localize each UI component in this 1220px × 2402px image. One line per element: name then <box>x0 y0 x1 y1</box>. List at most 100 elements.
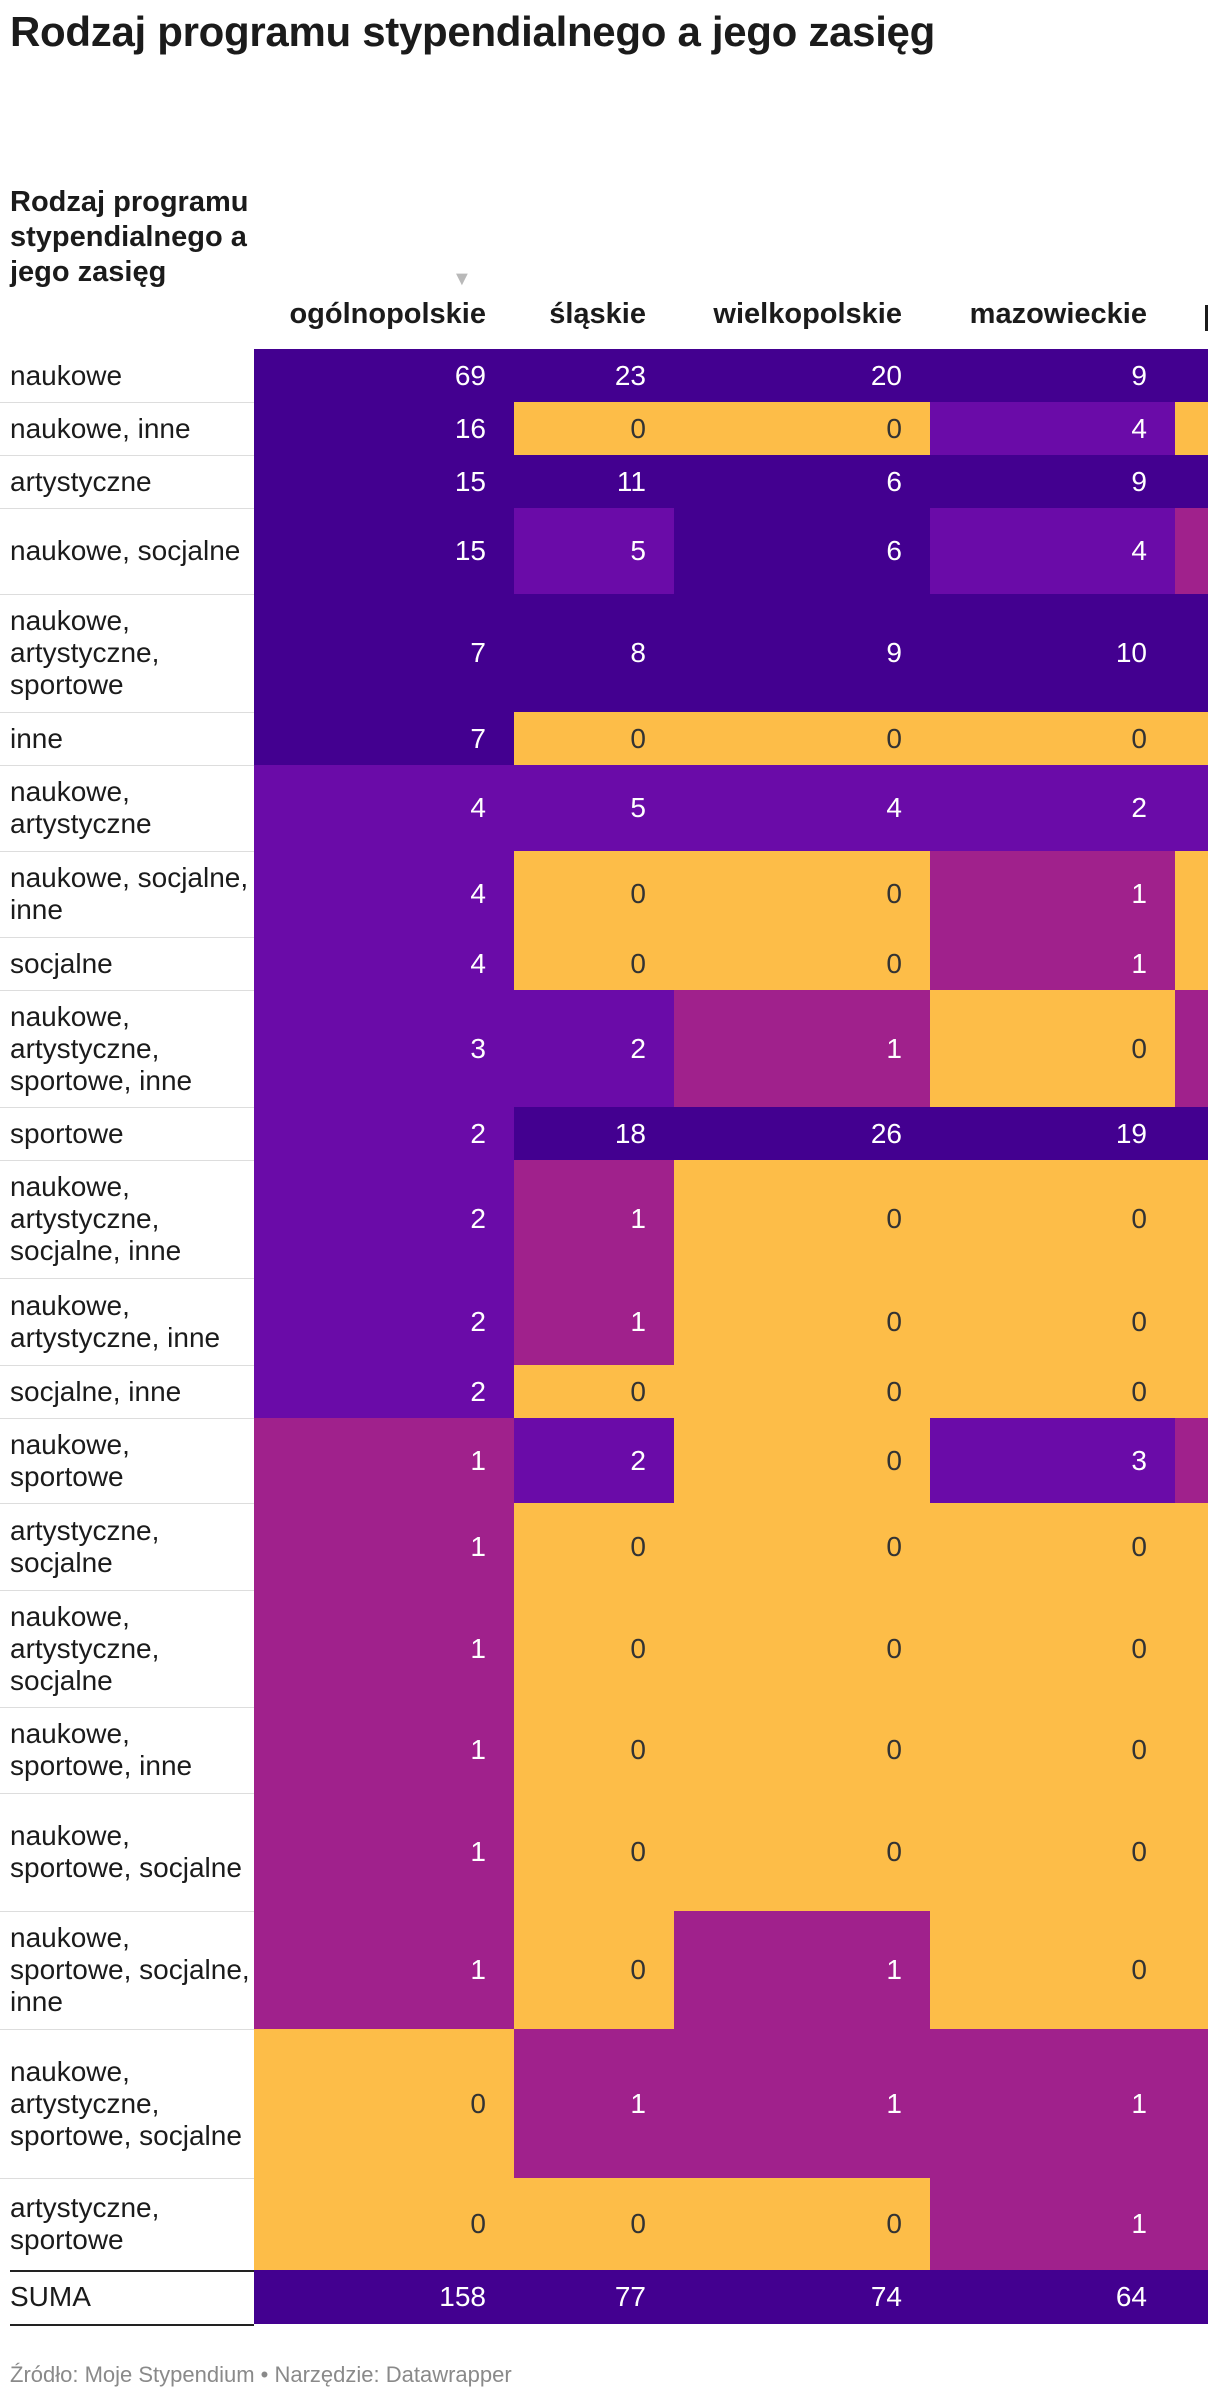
row-label: naukowe, socjalne, inne <box>10 862 249 925</box>
heatmap-cell: 0 <box>930 1365 1175 1418</box>
heatmap-cell: 69 <box>254 349 514 402</box>
row-label: naukowe, inne <box>10 412 191 444</box>
heatmap-cell: 0 <box>930 1793 1175 1911</box>
heatmap-cell: 2 <box>930 765 1175 851</box>
row-separator <box>0 1793 254 1794</box>
heatmap-cell <box>1175 402 1208 455</box>
heatmap-cell: 2 <box>514 990 674 1107</box>
column-header[interactable]: wielkopolskie <box>713 298 902 330</box>
heatmap-cell: 1 <box>254 1418 514 1503</box>
heatmap-cell <box>1175 990 1208 1107</box>
row-separator <box>0 508 254 509</box>
row-separator <box>0 712 254 713</box>
heatmap-cell: 1 <box>674 990 930 1107</box>
heatmap-cell: 0 <box>930 1278 1175 1365</box>
row-separator <box>0 1911 254 1912</box>
heatmap-cell: 1 <box>254 1911 514 2029</box>
heatmap-cell <box>1175 1418 1208 1503</box>
row-label: inne <box>10 722 63 754</box>
heatmap-cell <box>1175 1503 1208 1590</box>
heatmap-cell: 0 <box>930 712 1175 765</box>
row-label: naukowe, artystyczne, socjalne, inne <box>10 1171 182 1266</box>
heatmap-cell: 5 <box>514 508 674 594</box>
heatmap-cell <box>1175 1365 1208 1418</box>
row-label: naukowe, sportowe, socjalne, inne <box>10 1922 250 2017</box>
heatmap-cell <box>1175 594 1208 712</box>
column-header[interactable]: ogólnopolskie <box>289 298 486 330</box>
row-separator <box>0 1365 254 1366</box>
row-label: naukowe, socjalne <box>10 535 241 566</box>
heatmap-cell: 1 <box>674 1911 930 2029</box>
row-separator <box>0 2029 254 2030</box>
row-label: naukowe, sportowe <box>10 1428 130 1492</box>
row-separator <box>0 937 254 938</box>
heatmap-cell: 1 <box>514 1160 674 1278</box>
heatmap-cell: 7 <box>254 594 514 712</box>
heatmap-cell <box>1175 1793 1208 1911</box>
heatmap-cell: 1 <box>254 1793 514 1911</box>
heatmap-cell: 0 <box>254 2178 514 2270</box>
heatmap-cell: 1 <box>514 1278 674 1365</box>
heatmap-cell: 0 <box>514 937 674 990</box>
row-label: naukowe, artystyczne, socjalne <box>10 1600 160 1696</box>
sort-desc-icon[interactable]: ▼ <box>452 268 472 290</box>
heatmap-cell: 1 <box>254 1590 514 1707</box>
heatmap-cell: 2 <box>254 1160 514 1278</box>
row-label: naukowe, artystyczne, inne <box>10 1289 221 1353</box>
heatmap-cell: 0 <box>514 851 674 937</box>
heatmap-cell: 6 <box>674 455 930 508</box>
row-label: socjalne <box>10 947 113 979</box>
row-separator <box>0 1418 254 1419</box>
row-separator <box>0 594 254 595</box>
heatmap-cell: 0 <box>930 990 1175 1107</box>
heatmap-cell: 1 <box>930 937 1175 990</box>
truncated-column-header <box>1205 305 1208 331</box>
row-separator <box>0 1590 254 1591</box>
heatmap-cell: 6 <box>674 508 930 594</box>
heatmap-cell: 1 <box>674 2029 930 2178</box>
source-footer: Źródło: Moje Stypendium • Narzędzie: Dat… <box>10 2362 512 2387</box>
heatmap-cell <box>1175 1911 1208 2029</box>
row-label: sportowe <box>10 1117 124 1149</box>
heatmap-cell: 4 <box>254 851 514 937</box>
heatmap-cell: 0 <box>254 2029 514 2178</box>
heatmap-cell: 1 <box>930 851 1175 937</box>
column-header[interactable]: mazowieckie <box>969 298 1147 330</box>
heatmap-cell <box>1175 508 1208 594</box>
total-cell: 77 <box>514 2270 674 2324</box>
heatmap-cell: 0 <box>674 712 930 765</box>
heatmap-cell: 0 <box>930 1160 1175 1278</box>
chart-title: Rodzaj programu stypendialnego a jego za… <box>10 8 935 55</box>
heatmap-cell: 1 <box>514 2029 674 2178</box>
heatmap-cell: 0 <box>674 937 930 990</box>
heatmap-cell <box>1175 349 1208 402</box>
heatmap-cell: 0 <box>930 1707 1175 1793</box>
row-separator <box>0 1107 254 1108</box>
heatmap-cell: 15 <box>254 508 514 594</box>
heatmap-cell <box>1175 765 1208 851</box>
heatmap-cell: 0 <box>514 1707 674 1793</box>
row-separator <box>0 990 254 991</box>
row-separator <box>0 765 254 766</box>
heatmap-cell <box>1175 2178 1208 2270</box>
total-cell: 64 <box>930 2270 1175 2324</box>
heatmap-cell <box>1175 1590 1208 1707</box>
total-cell <box>1175 2270 1208 2324</box>
total-cell: 74 <box>674 2270 930 2324</box>
heatmap-cell <box>1175 2029 1208 2178</box>
total-label: SUMA <box>10 2281 91 2312</box>
heatmap-cell: 4 <box>254 937 514 990</box>
row-header[interactable]: Rodzaj programu stypendialnego a jego za… <box>10 186 249 288</box>
heatmap-cell <box>1175 851 1208 937</box>
column-header[interactable]: śląskie <box>549 298 646 330</box>
heatmap-cell: 2 <box>254 1278 514 1365</box>
row-separator <box>0 1503 254 1504</box>
heatmap-cell: 1 <box>930 2029 1175 2178</box>
heatmap-cell: 3 <box>254 990 514 1107</box>
heatmap-cell: 0 <box>930 1590 1175 1707</box>
heatmap-cell: 4 <box>930 402 1175 455</box>
heatmap-cell: 0 <box>674 851 930 937</box>
row-separator <box>0 1160 254 1161</box>
heatmap-cell: 0 <box>514 712 674 765</box>
